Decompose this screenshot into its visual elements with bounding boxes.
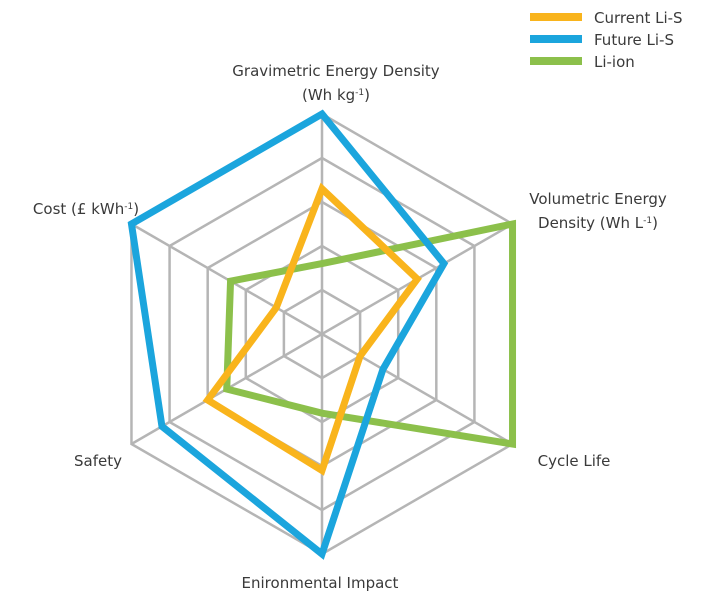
axis-label-volumetric: Volumetric Energy Density (Wh L-1) [529,190,667,232]
legend-label-li-ion: Li-ion [594,53,635,71]
axis-label-environmental: Enironmental Impact [242,574,399,592]
axis-label-safety: Safety [74,452,122,470]
spoke-cycle_life [321,332,514,446]
series-current-li-s [202,182,422,476]
series-future-li-s [127,109,449,560]
legend-label-current-li-s: Current Li-S [594,9,683,27]
axis-label-cycle_life: Cycle Life [538,452,611,470]
axis-labels: Gravimetric Energy Density (Wh kg-1) Volum… [33,62,667,592]
legend-swatch-future-li-s [530,35,582,43]
legend: Current Li-S Future Li-S Li-ion [530,9,683,71]
radar-spokes [130,114,514,554]
legend-label-future-li-s: Future Li-S [594,31,674,49]
series-li-ion [223,219,517,449]
axis-label-gravimetric: Gravimetric Energy Density (Wh kg-1) [232,62,440,104]
spoke-cost [130,222,323,336]
legend-swatch-current-li-s [530,13,582,21]
radar-series [127,109,517,560]
axis-label-cost: Cost (£ kWh-1) [33,200,139,218]
legend-swatch-li-ion [530,57,582,65]
